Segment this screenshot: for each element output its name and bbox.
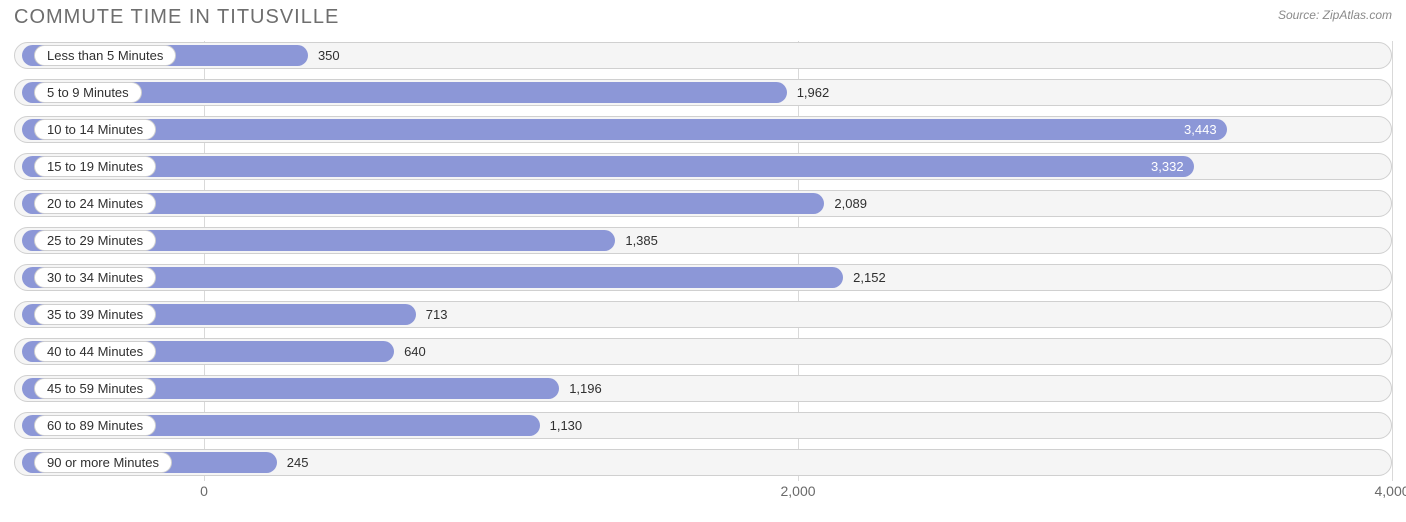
category-label: 25 to 29 Minutes <box>34 230 156 251</box>
bar-row: Less than 5 Minutes 350 <box>14 41 1392 71</box>
category-label: 40 to 44 Minutes <box>34 341 156 362</box>
chart-area: Less than 5 Minutes 350 5 to 9 Minutes 1,96… <box>0 33 1406 505</box>
value-label: 1,130 <box>550 418 583 433</box>
value-label: 350 <box>318 48 340 63</box>
value-label: 1,385 <box>625 233 658 248</box>
chart-header: Commute Time in Titusville Source: ZipAt… <box>0 0 1406 33</box>
bar-row: 45 to 59 Minutes 1,196 <box>14 374 1392 404</box>
category-label: 5 to 9 Minutes <box>34 82 142 103</box>
value-label: 2,089 <box>834 196 867 211</box>
bar-row: 3,332 15 to 19 Minutes <box>14 152 1392 182</box>
value-label: 1,196 <box>569 381 602 396</box>
bar-row: 40 to 44 Minutes 640 <box>14 337 1392 367</box>
x-tick-label: 4,000 <box>1374 483 1406 499</box>
bar-row: 60 to 89 Minutes 1,130 <box>14 411 1392 441</box>
bar-row: 25 to 29 Minutes 1,385 <box>14 226 1392 256</box>
bar-row: 5 to 9 Minutes 1,962 <box>14 78 1392 108</box>
category-label: 20 to 24 Minutes <box>34 193 156 214</box>
bar-row: 35 to 39 Minutes 713 <box>14 300 1392 330</box>
value-label: 3,332 <box>1151 159 1184 174</box>
category-label: 30 to 34 Minutes <box>34 267 156 288</box>
chart-plot: Less than 5 Minutes 350 5 to 9 Minutes 1,96… <box>14 41 1392 481</box>
value-label: 3,443 <box>1184 122 1217 137</box>
bar: 3,443 <box>22 119 1227 140</box>
category-label: 35 to 39 Minutes <box>34 304 156 325</box>
bar-row: 3,443 10 to 14 Minutes <box>14 115 1392 145</box>
chart-title: Commute Time in Titusville <box>14 6 339 29</box>
bar-row: 90 or more Minutes 245 <box>14 448 1392 478</box>
value-label: 245 <box>287 455 309 470</box>
value-label: 640 <box>404 344 426 359</box>
x-tick-label: 0 <box>200 483 208 499</box>
category-label: 15 to 19 Minutes <box>34 156 156 177</box>
category-label: 45 to 59 Minutes <box>34 378 156 399</box>
x-tick-label: 2,000 <box>780 483 815 499</box>
bar: 3,332 <box>22 156 1194 177</box>
category-label: Less than 5 Minutes <box>34 45 176 66</box>
bar-row: 20 to 24 Minutes 2,089 <box>14 189 1392 219</box>
category-label: 90 or more Minutes <box>34 452 172 473</box>
bar-row: 30 to 34 Minutes 2,152 <box>14 263 1392 293</box>
x-axis: 02,0004,000 <box>14 481 1392 505</box>
category-label: 10 to 14 Minutes <box>34 119 156 140</box>
gridline <box>1392 41 1393 481</box>
value-label: 1,962 <box>797 85 830 100</box>
value-label: 713 <box>426 307 448 322</box>
category-label: 60 to 89 Minutes <box>34 415 156 436</box>
chart-source: Source: ZipAtlas.com <box>1278 6 1392 22</box>
value-label: 2,152 <box>853 270 886 285</box>
